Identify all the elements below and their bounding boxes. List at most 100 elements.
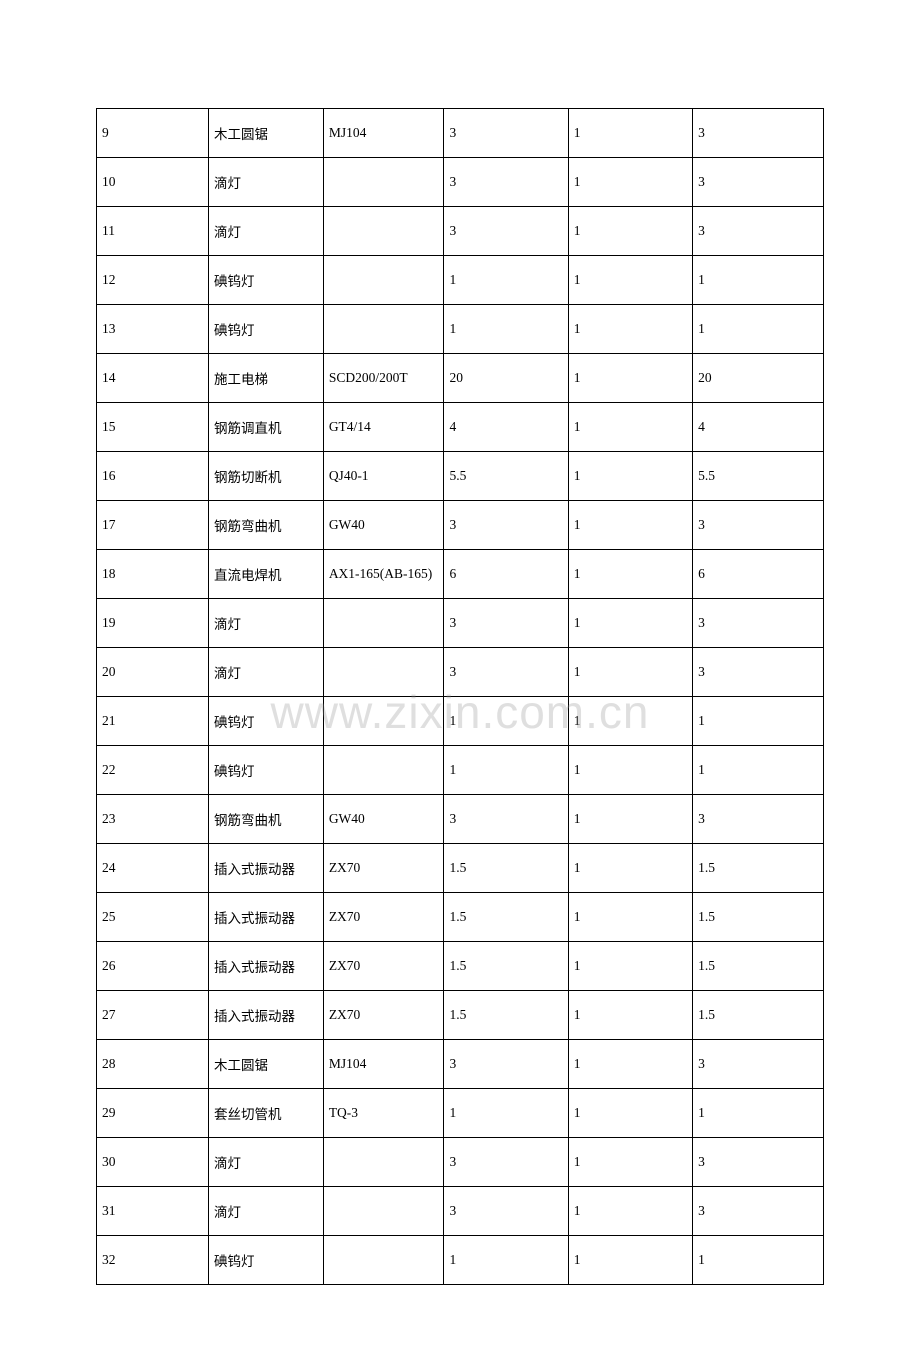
table-cell: 1 [693,697,824,746]
table-cell: 3 [444,501,568,550]
table-cell: 1.5 [444,991,568,1040]
table-cell: 3 [693,795,824,844]
table-row: 17钢筋弯曲机GW40313 [97,501,824,550]
table-cell: 1.5 [693,942,824,991]
table-cell: 3 [444,648,568,697]
table-cell: 20 [97,648,209,697]
table-cell: 3 [444,795,568,844]
table-cell: 3 [693,648,824,697]
table-cell: 17 [97,501,209,550]
table-cell: 31 [97,1187,209,1236]
table-row: 11滴灯313 [97,207,824,256]
table-cell: 14 [97,354,209,403]
table-cell: 1 [693,1236,824,1285]
table-cell [323,1138,444,1187]
table-cell: 滴灯 [208,648,323,697]
table-cell: 20 [693,354,824,403]
table-cell: QJ40-1 [323,452,444,501]
table-cell: GT4/14 [323,403,444,452]
table-cell: 3 [444,207,568,256]
table-row: 10滴灯313 [97,158,824,207]
table-cell: 碘钨灯 [208,256,323,305]
table-cell: MJ104 [323,1040,444,1089]
table-row: 25插入式振动器ZX701.511.5 [97,893,824,942]
table-cell: AX1-165(AB-165) [323,550,444,599]
table-cell: 直流电焊机 [208,550,323,599]
table-cell: 施工电梯 [208,354,323,403]
table-cell: 1 [568,452,692,501]
table-cell: 1 [568,403,692,452]
table-cell: 15 [97,403,209,452]
table-row: 31滴灯313 [97,1187,824,1236]
table-cell: 23 [97,795,209,844]
table-cell: 12 [97,256,209,305]
table-cell: 钢筋弯曲机 [208,501,323,550]
table-cell [323,207,444,256]
table-cell [323,1236,444,1285]
table-cell: 1 [568,1040,692,1089]
table-cell: 5.5 [444,452,568,501]
table-row: 26插入式振动器ZX701.511.5 [97,942,824,991]
table-cell: 套丝切管机 [208,1089,323,1138]
table-cell: 3 [693,109,824,158]
table-cell [323,746,444,795]
table-cell: 1 [568,256,692,305]
table-cell: 16 [97,452,209,501]
table-cell: 4 [693,403,824,452]
table-row: 12碘钨灯111 [97,256,824,305]
table-cell: 24 [97,844,209,893]
table-cell: 钢筋切断机 [208,452,323,501]
table-cell: 6 [444,550,568,599]
table-cell: 1 [444,256,568,305]
table-cell: 3 [444,1040,568,1089]
table-row: 18直流电焊机AX1-165(AB-165)616 [97,550,824,599]
table-cell: 28 [97,1040,209,1089]
table-cell: 1 [568,109,692,158]
table-cell: GW40 [323,501,444,550]
table-cell: 3 [693,1138,824,1187]
table-cell [323,648,444,697]
table-cell: 3 [444,109,568,158]
table-row: 32碘钨灯111 [97,1236,824,1285]
table-row: 16钢筋切断机QJ40-15.515.5 [97,452,824,501]
table-row: 15钢筋调直机GT4/14414 [97,403,824,452]
table-row: 24插入式振动器ZX701.511.5 [97,844,824,893]
table-cell: 1 [568,158,692,207]
table-cell: 1 [568,746,692,795]
table-cell: 1 [568,795,692,844]
table-cell: 插入式振动器 [208,991,323,1040]
table-cell: 6 [693,550,824,599]
table-cell: 插入式振动器 [208,942,323,991]
table-cell: 1 [568,648,692,697]
table-cell: 1 [693,746,824,795]
table-cell: 木工圆锯 [208,109,323,158]
table-cell: 1 [568,697,692,746]
table-cell: 插入式振动器 [208,893,323,942]
table-cell: 1.5 [444,844,568,893]
table-row: 22碘钨灯111 [97,746,824,795]
table-cell [323,697,444,746]
table-cell: 1 [693,305,824,354]
table-cell [323,599,444,648]
table-cell: 木工圆锯 [208,1040,323,1089]
table-row: 20滴灯 313 [97,648,824,697]
table-cell: ZX70 [323,991,444,1040]
table-cell: 3 [693,207,824,256]
table-cell: 3 [693,158,824,207]
table-cell: 钢筋调直机 [208,403,323,452]
table-cell: 18 [97,550,209,599]
table-cell: 13 [97,305,209,354]
table-cell: ZX70 [323,942,444,991]
table-row: 23钢筋弯曲机GW40313 [97,795,824,844]
table-cell: 1 [568,1138,692,1187]
table-cell: 3 [444,158,568,207]
table-cell: 1.5 [444,942,568,991]
table-cell: 4 [444,403,568,452]
table-cell: 1 [693,256,824,305]
table-cell [323,305,444,354]
table-cell: ZX70 [323,844,444,893]
table-cell: 20 [444,354,568,403]
table-cell: 26 [97,942,209,991]
table-cell: 1 [693,1089,824,1138]
table-cell: 插入式振动器 [208,844,323,893]
